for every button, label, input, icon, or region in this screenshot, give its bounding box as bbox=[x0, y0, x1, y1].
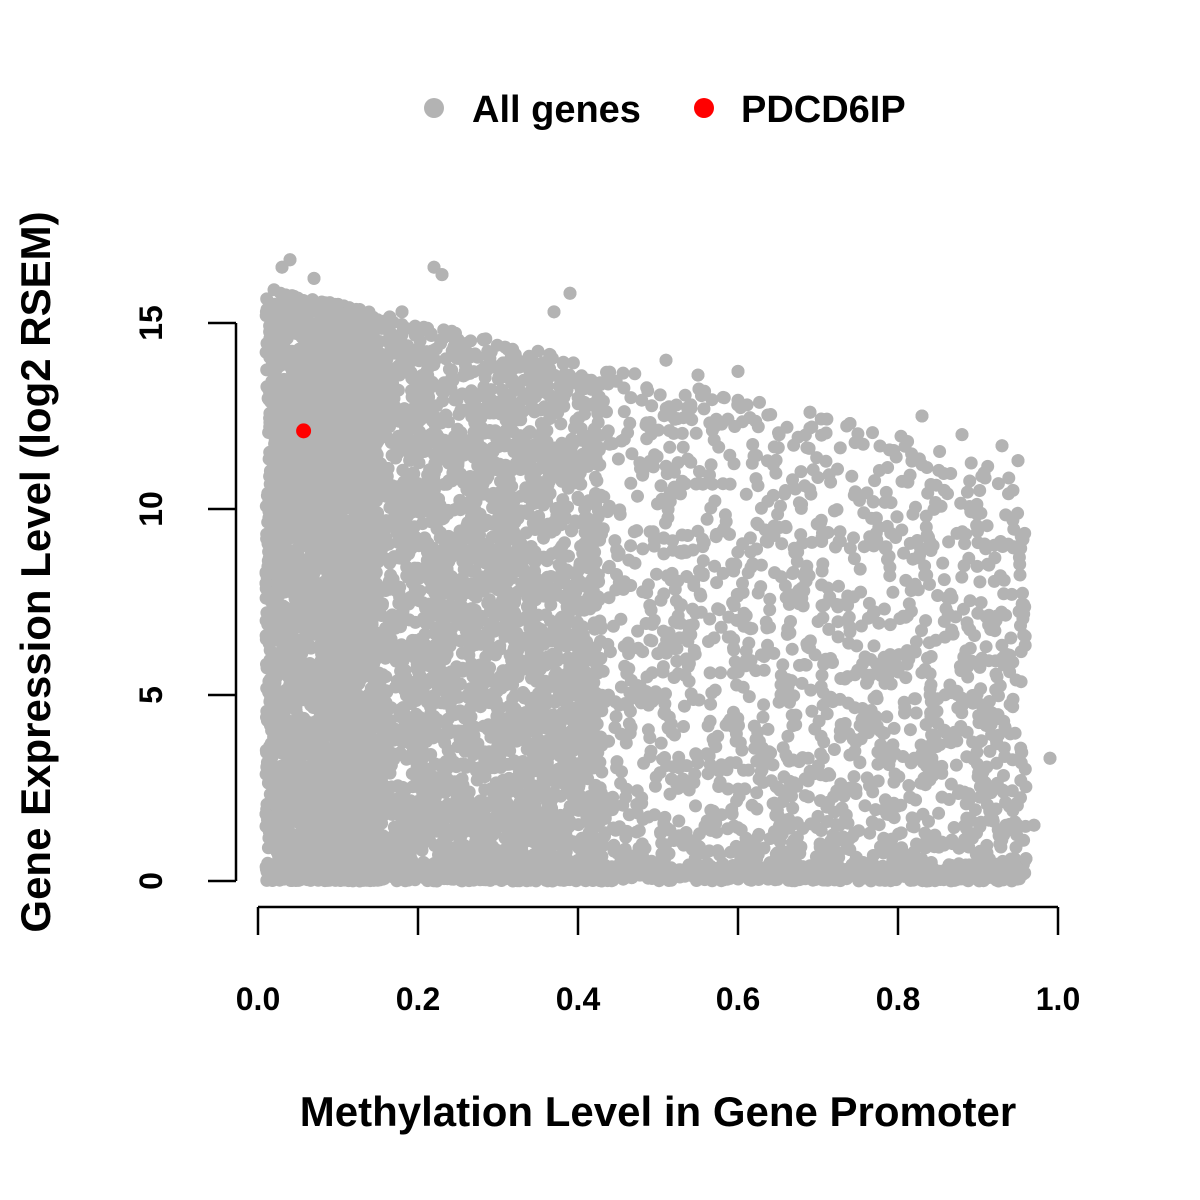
gene-point bbox=[395, 305, 409, 319]
legend-label-pdcd6ip: PDCD6IP bbox=[741, 89, 906, 131]
gene-point bbox=[275, 260, 289, 274]
y-tick-label: 15 bbox=[133, 305, 169, 341]
y-tick-label: 0 bbox=[133, 872, 169, 890]
pdcd6ip-layer bbox=[296, 423, 312, 439]
y-axis-title: Gene Expression Level (log2 RSEM) bbox=[12, 211, 59, 932]
gene-point bbox=[659, 353, 673, 367]
gene-point bbox=[995, 439, 1009, 453]
x-tick-label: 0.6 bbox=[716, 981, 760, 1017]
x-axis-title: Methylation Level in Gene Promoter bbox=[300, 1088, 1016, 1135]
all-genes-point-cloud bbox=[259, 253, 1057, 888]
x-tick-label: 0.4 bbox=[556, 981, 601, 1017]
legend-marker-pdcd6ip bbox=[694, 98, 714, 118]
legend-label-all-genes: All genes bbox=[472, 89, 641, 131]
x-axis: 0.0 0.2 0.4 0.6 0.8 1.0 bbox=[236, 905, 1080, 1017]
gene-point bbox=[547, 305, 561, 319]
x-tick-label: 0.8 bbox=[876, 981, 920, 1017]
gene-point bbox=[955, 428, 969, 442]
gene-point bbox=[435, 268, 449, 282]
gene-point bbox=[563, 286, 577, 300]
gene-point bbox=[1027, 818, 1041, 832]
gene-point bbox=[331, 297, 345, 311]
gene-point bbox=[259, 807, 273, 821]
y-axis: 0 5 10 15 bbox=[133, 305, 238, 890]
gene-point bbox=[843, 416, 857, 430]
gene-point bbox=[691, 368, 705, 382]
gene-point bbox=[1043, 751, 1057, 765]
gene-point bbox=[259, 576, 273, 590]
legend-marker-all-genes bbox=[424, 98, 444, 118]
all-genes-points bbox=[259, 253, 1057, 888]
y-tick-label: 10 bbox=[133, 491, 169, 527]
y-tick-label: 5 bbox=[133, 686, 169, 704]
pdcd6ip-point bbox=[296, 423, 312, 439]
gene-point bbox=[731, 364, 745, 378]
x-tick-label: 1.0 bbox=[1036, 981, 1080, 1017]
x-tick-label: 0.2 bbox=[396, 981, 440, 1017]
x-tick-label: 0.0 bbox=[236, 981, 280, 1017]
gene-point bbox=[1019, 852, 1033, 866]
gene-point bbox=[915, 409, 929, 423]
gene-point bbox=[1011, 454, 1025, 468]
legend: All genes PDCD6IP bbox=[424, 89, 906, 131]
gene-point bbox=[307, 271, 321, 285]
gene-point bbox=[803, 405, 817, 419]
